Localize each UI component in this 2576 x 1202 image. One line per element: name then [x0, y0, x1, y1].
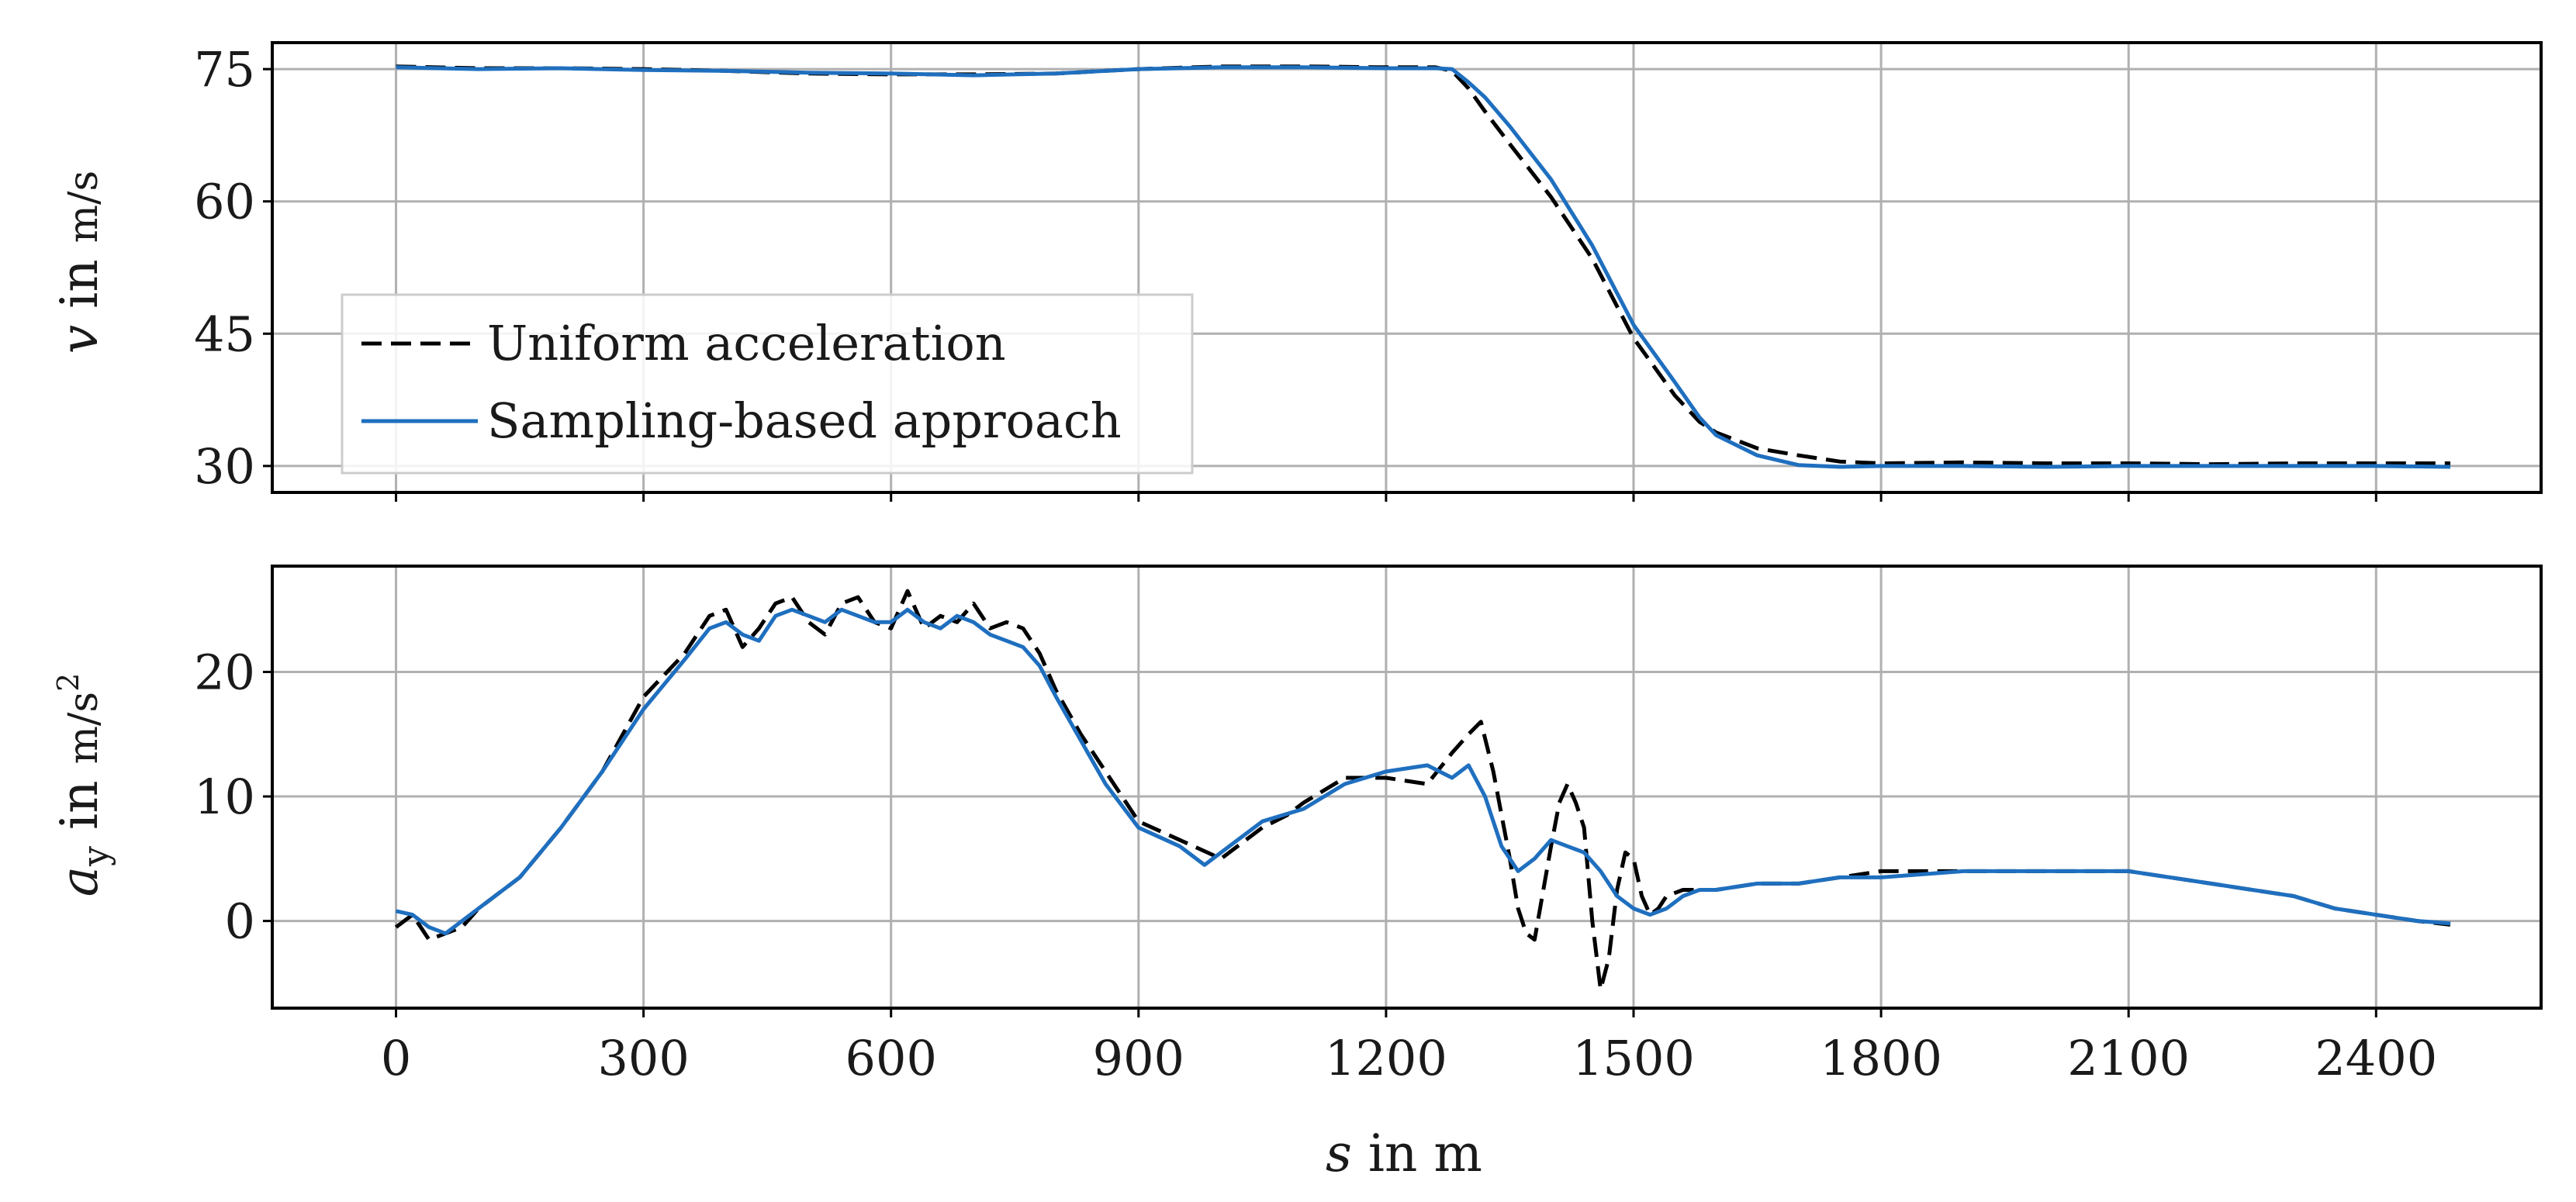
acceleration-axes-frame: [271, 565, 2543, 1010]
x-tick-label: 1800: [1820, 1030, 1942, 1086]
acceleration-subscript: y: [74, 846, 116, 867]
acceleration-series: [394, 589, 2451, 992]
x-tick-label: 2100: [2067, 1030, 2190, 1086]
x-tick-label: 2400: [2315, 1030, 2437, 1086]
velocity-axes-frame: [271, 41, 2543, 494]
acceleration-y-tick-label: 0: [225, 893, 255, 950]
x-tick-label: 1200: [1325, 1030, 1447, 1086]
acceleration-grid: [272, 566, 2541, 1008]
acceleration-label-text: in: [50, 764, 109, 846]
x-tick-label: 300: [597, 1030, 689, 1086]
velocity-unit: m/s: [61, 171, 107, 244]
legend-label-sampling: Sampling-based approach: [487, 392, 1122, 449]
velocity-series-uniform-acceleration-line: [396, 64, 2450, 467]
velocity-series-sampling-based-line: [396, 65, 2451, 469]
velocity-y-axis-label: v in m/s: [50, 171, 109, 354]
legend: Uniform acceleration Sampling-based appr…: [341, 293, 1194, 475]
acceleration-y-tick-label: 20: [194, 644, 255, 700]
velocity-y-tick-label: 45: [194, 306, 255, 362]
x-axis-symbol: s: [1326, 1124, 1352, 1183]
velocity-panel: 30 45 60 75 v in m/s Uniform acceleration S…: [50, 41, 2543, 502]
acceleration-unit: m/s: [61, 692, 107, 765]
acceleration-ticks: 0 300 600 900 1200 1500 1800 2100 2400 0 10 20: [194, 644, 2437, 1086]
acceleration-series-uniform-acceleration-line: [394, 589, 2451, 992]
lateral-acceleration-panel: 0 300 600 900 1200 1500 1800 2100 2400 0 10 20 ay i…: [50, 565, 2543, 1183]
acceleration-unit-exponent: 2: [51, 673, 85, 692]
velocity-y-tick-label: 75: [194, 41, 255, 98]
velocity-y-ticks: 30 45 60 75: [194, 41, 2377, 502]
legend-box: [341, 293, 1194, 475]
acceleration-y-tick-label: 10: [194, 769, 255, 825]
velocity-y-tick-label: 60: [194, 174, 255, 230]
velocity-label-text: in: [50, 243, 109, 325]
acceleration-y-axis-label: ay in m/s2: [50, 673, 116, 897]
x-axis-label-text: in m: [1352, 1124, 1482, 1183]
x-axis-label: s in m: [1326, 1124, 1482, 1183]
legend-label-uniform: Uniform acceleration: [487, 315, 1006, 371]
x-tick-label: 0: [381, 1030, 411, 1086]
acceleration-series-sampling-based-line: [395, 607, 2451, 936]
x-tick-label: 600: [845, 1030, 937, 1086]
velocity-series: [396, 64, 2451, 469]
x-tick-label: 900: [1093, 1030, 1184, 1086]
velocity-symbol: v: [50, 325, 109, 354]
x-tick-label: 1500: [1572, 1030, 1695, 1086]
acceleration-symbol: a: [50, 866, 109, 896]
velocity-y-tick-label: 30: [194, 438, 255, 495]
